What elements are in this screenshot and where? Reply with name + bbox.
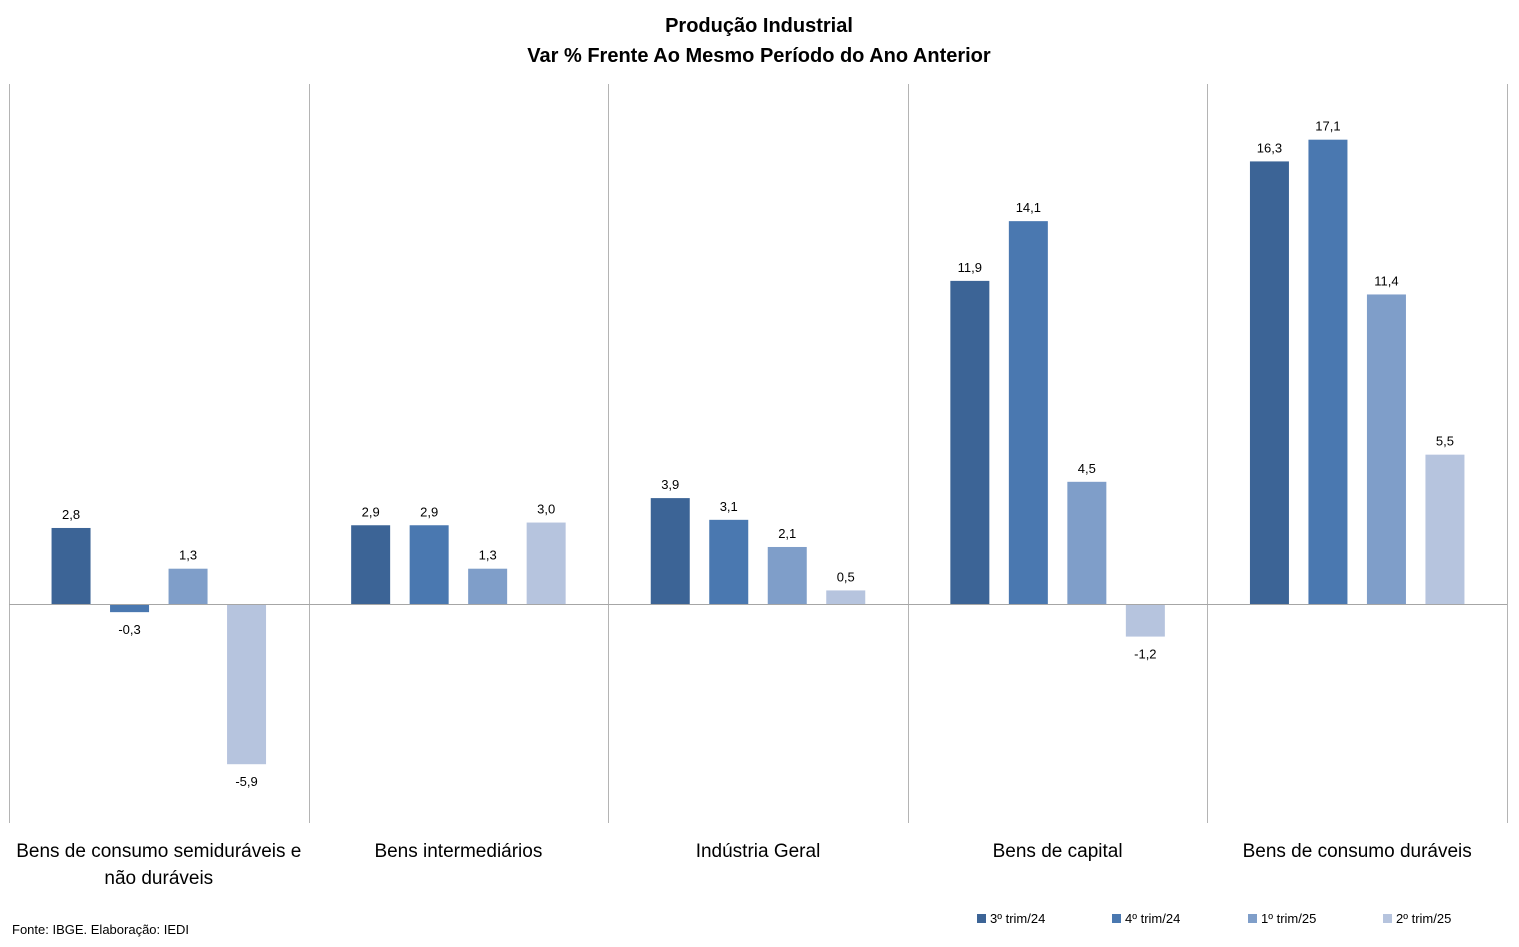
data-label: 5,5 <box>1436 434 1454 449</box>
category-label: Bens intermediários <box>374 841 542 862</box>
data-label: 2,1 <box>778 526 796 541</box>
legend-swatch <box>1248 914 1257 923</box>
category-label: não duráveis <box>104 868 213 889</box>
bar <box>1249 161 1289 604</box>
bar <box>767 546 807 604</box>
legend-swatch <box>1383 914 1392 923</box>
legend: 3º trim/24 4º trim/24 1º trim/25 2º trim/25 <box>977 911 1451 926</box>
legend-label: 1º trim/25 <box>1261 911 1316 926</box>
category-labels: Bens de consumo semiduráveis e não duráve… <box>16 841 1472 889</box>
category-label: Bens de consumo semiduráveis e <box>16 841 301 862</box>
source-note: Fonte: IBGE. Elaboração: IEDI <box>12 922 190 937</box>
bar <box>1366 294 1406 604</box>
bar <box>826 590 866 604</box>
data-label: 1,3 <box>479 548 497 563</box>
bar <box>650 498 690 604</box>
data-label: 14,1 <box>1016 200 1041 215</box>
category-label: Bens de capital <box>993 841 1123 862</box>
bars <box>51 139 1465 765</box>
data-label: 11,9 <box>958 260 982 275</box>
data-label: 3,0 <box>537 502 555 517</box>
legend-swatch <box>977 914 986 923</box>
category-label: Bens de consumo duráveis <box>1243 841 1472 862</box>
data-label: 17,1 <box>1315 119 1340 134</box>
data-label: -5,9 <box>235 774 257 789</box>
chart-subtitle: Var % Frente Ao Mesmo Período do Ano Ant… <box>527 45 991 67</box>
bar <box>1308 139 1348 604</box>
data-label: 3,9 <box>661 477 679 492</box>
data-label: 2,9 <box>420 504 438 519</box>
data-label: 16,3 <box>1257 140 1282 155</box>
data-labels: 2,8 -0,3 1,3 -5,9 2,9 2,9 1,3 3,0 3,9 3,1 2,1 0,5 11… <box>62 119 1454 790</box>
bar <box>110 604 150 613</box>
bar <box>1425 454 1465 604</box>
bar <box>1008 221 1048 604</box>
data-label: 0,5 <box>837 569 855 584</box>
chart-title: Produção Industrial <box>665 15 853 37</box>
legend-label: 3º trim/24 <box>990 911 1045 926</box>
legend-label: 4º trim/24 <box>1125 911 1180 926</box>
legend-label: 2º trim/25 <box>1396 911 1451 926</box>
bar <box>950 280 990 604</box>
data-label: 2,9 <box>362 504 380 519</box>
bar <box>1067 481 1107 604</box>
bar <box>526 522 566 604</box>
data-label: -1,2 <box>1134 647 1156 662</box>
bar <box>227 604 267 765</box>
data-label: -0,3 <box>118 622 140 637</box>
bar <box>51 527 91 604</box>
data-label: 11,4 <box>1374 273 1398 288</box>
data-label: 2,8 <box>62 507 80 522</box>
bar <box>1125 604 1165 637</box>
bar <box>709 519 749 604</box>
bar <box>409 525 449 604</box>
data-label: 4,5 <box>1078 461 1096 476</box>
category-label: Indústria Geral <box>696 841 821 862</box>
bar <box>351 525 391 604</box>
bar <box>468 568 508 604</box>
bar <box>168 568 208 604</box>
category-dividers <box>9 84 1508 823</box>
data-label: 1,3 <box>179 548 197 563</box>
data-label: 3,1 <box>720 499 738 514</box>
legend-swatch <box>1112 914 1121 923</box>
